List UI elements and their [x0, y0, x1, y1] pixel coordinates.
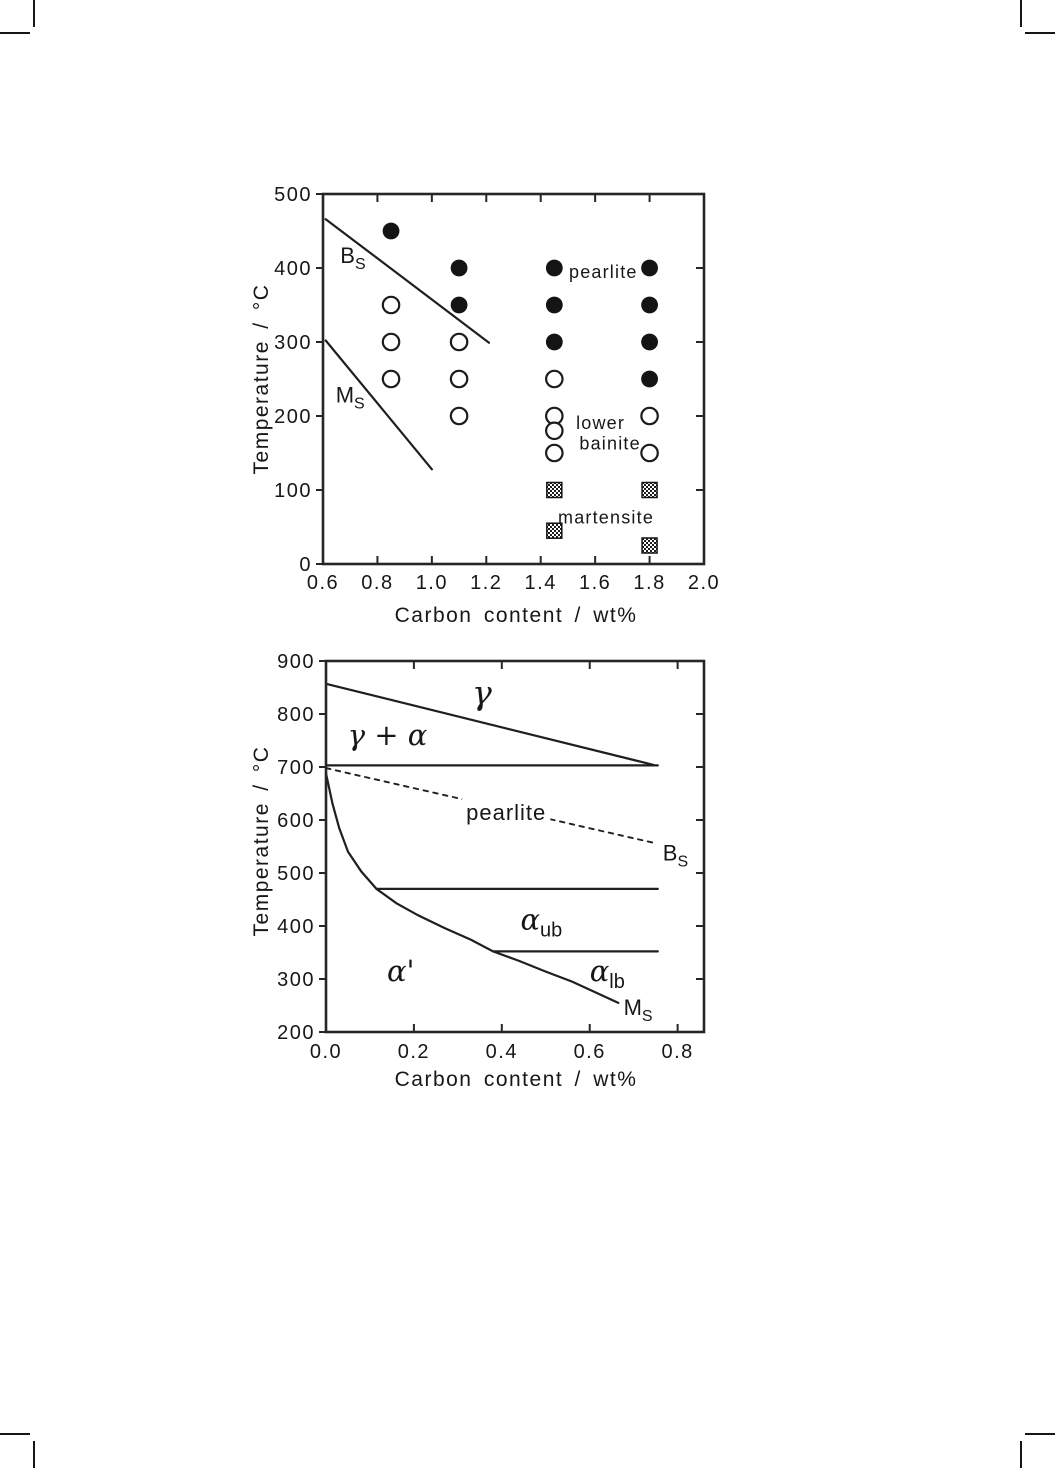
y-tick-label: 500 — [277, 863, 315, 885]
y-tick-label: 500 — [274, 184, 312, 206]
plot-border — [321, 192, 706, 566]
data-point-lower-bainite — [545, 369, 564, 389]
data-point-pearlite — [641, 259, 658, 277]
y-tick-label: 300 — [277, 969, 315, 991]
annotation-background — [462, 798, 551, 828]
x-tick-label: 0.6 — [574, 1041, 606, 1063]
x-tick-label: 0.0 — [310, 1041, 342, 1063]
annotation-lower: lower — [576, 413, 625, 433]
crop-mark-bottom-left-vertical — [33, 1441, 35, 1468]
x-tick-label: 0.8 — [661, 1041, 693, 1063]
data-point-martensite — [546, 522, 563, 539]
annotation-pearlite: pearlite — [466, 800, 546, 825]
data-point-lower-bainite — [381, 332, 401, 352]
y-tick-label: 300 — [274, 332, 312, 354]
x-tick-label: 1.4 — [525, 572, 557, 594]
annotation-B: BS — [663, 840, 688, 870]
data-point-lower-bainite — [449, 406, 469, 426]
y-tick-label: 200 — [277, 1022, 315, 1044]
data-point-lower-bainite — [449, 369, 469, 389]
data-point-lower-bainite — [545, 443, 564, 463]
line-Ms-line — [324, 339, 433, 471]
annotation-pearlite: pearlite — [569, 262, 638, 282]
chart-bottom-y-axis-title: Temperature / °C — [250, 746, 273, 937]
chart-top-transformation-diagram: 0.6 0.8 1.0 1.2 1.4 1.6 1.8 2.0 0 100 200 300 400 500… — [274, 184, 720, 594]
data-point-pearlite — [382, 222, 400, 240]
x-tick-label: 0.2 — [398, 1041, 430, 1063]
data-point-martensite — [546, 481, 563, 499]
crop-mark-bottom-right-vertical — [1020, 1441, 1022, 1468]
annotation-α': α' — [387, 954, 415, 988]
data-point-pearlite — [450, 259, 468, 277]
annotation-γ: γ — [472, 673, 492, 712]
data-point-pearlite — [641, 296, 658, 314]
y-tick-label: 0 — [299, 554, 312, 576]
x-tick-label: 2.0 — [688, 572, 720, 594]
data-point-lower-bainite — [381, 369, 401, 389]
crop-mark-top-right-horizontal — [1025, 32, 1055, 34]
crop-mark-bottom-left-horizontal — [0, 1433, 30, 1435]
crop-mark-bottom-right-horizontal — [1025, 1433, 1055, 1435]
data-point-martensite — [641, 481, 658, 499]
y-tick-label: 700 — [277, 757, 315, 779]
chart-top-y-axis-title: Temperature / °C — [250, 284, 273, 475]
annotation-M: MS — [624, 995, 653, 1025]
x-tick-label: 0.4 — [486, 1041, 518, 1063]
x-tick-label: 1.8 — [633, 572, 665, 594]
crop-mark-top-left-horizontal — [0, 32, 30, 34]
data-point-martensite — [641, 537, 658, 554]
annotation-martensite: martensite — [558, 508, 654, 528]
x-tick-label: 0.6 — [307, 572, 339, 594]
annotation-α: αlb — [590, 954, 625, 993]
y-tick-label: 200 — [274, 406, 312, 428]
y-tick-label: 600 — [277, 810, 315, 832]
chart-bottom-phase-diagram: 0.0 0.2 0.4 0.6 0.8 200 300 400 500 600 700 800 900 γ… — [277, 651, 706, 1063]
y-tick-label: 400 — [274, 258, 312, 280]
data-point-lower-bainite — [640, 443, 659, 463]
data-point-lower-bainite — [449, 332, 469, 352]
annotation-M: MS — [336, 382, 365, 412]
data-point-lower-bainite — [381, 295, 401, 315]
data-point-lower-bainite — [640, 406, 659, 426]
line-Ms-curve — [324, 772, 620, 1005]
data-point-pearlite — [545, 333, 563, 351]
y-tick-label: 400 — [277, 916, 315, 938]
x-tick-label: 1.6 — [579, 572, 611, 594]
annotation-bainite: bainite — [579, 434, 640, 454]
chart-top-x-axis-title: Carbon content / wt% — [395, 604, 638, 627]
data-point-pearlite — [641, 333, 658, 351]
x-tick-label: 1.0 — [416, 572, 448, 594]
data-point-pearlite — [450, 296, 468, 314]
crop-mark-top-left-vertical — [33, 0, 35, 27]
data-point-pearlite — [545, 296, 563, 314]
crop-mark-top-right-vertical — [1020, 0, 1022, 27]
y-tick-label: 100 — [274, 480, 312, 502]
y-tick-label: 800 — [277, 704, 315, 726]
line-Bs-line — [324, 218, 491, 344]
data-point-pearlite — [641, 370, 658, 388]
chart-bottom-x-axis-title: Carbon content / wt% — [395, 1068, 638, 1091]
data-point-pearlite — [545, 259, 563, 277]
plot-border — [324, 659, 706, 1034]
x-tick-label: 1.2 — [470, 572, 502, 594]
data-point-lower-bainite — [545, 421, 564, 441]
y-tick-label: 900 — [277, 651, 315, 673]
line-gamma-boundary — [324, 682, 655, 767]
annotation-α: αub — [520, 902, 562, 941]
x-tick-label: 0.8 — [361, 572, 393, 594]
annotation-γ+α: γ + α — [348, 718, 428, 752]
